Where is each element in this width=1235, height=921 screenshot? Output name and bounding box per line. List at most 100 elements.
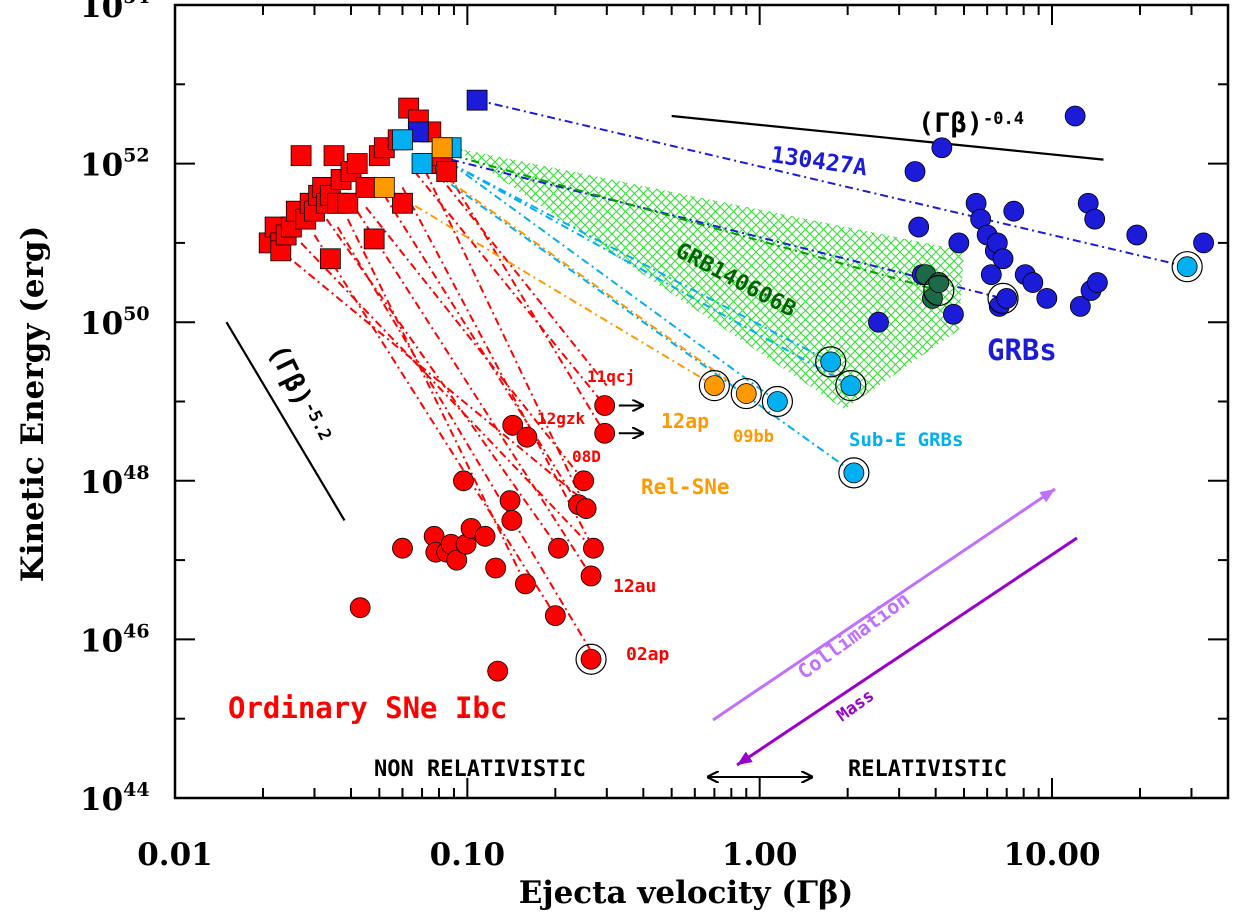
label-02ap: 02ap xyxy=(626,644,670,665)
sn-square-point xyxy=(355,176,377,198)
slope-steep-exp: -5.2 xyxy=(299,398,335,444)
sn-circle-point xyxy=(573,470,595,492)
sn-circle-point xyxy=(575,498,597,519)
sn-square-point xyxy=(346,153,368,175)
sn-circle-point xyxy=(594,422,616,444)
track-line xyxy=(356,210,592,577)
collimation-arrow xyxy=(712,487,1056,722)
sn-square-point xyxy=(392,192,413,214)
label-12gzk: 12gzk xyxy=(537,409,586,428)
slope-lines xyxy=(225,114,1104,522)
x-tick-label: 10.00 xyxy=(1003,837,1100,873)
slope-shallow-exp: -0.4 xyxy=(983,109,1024,129)
y-tick-base: 10 xyxy=(80,465,123,501)
label-mass: Mass xyxy=(833,686,878,726)
grb-circle-point xyxy=(1064,105,1086,127)
y-tick-label: 1046 xyxy=(80,620,150,659)
track-line xyxy=(424,171,588,509)
track-line xyxy=(421,162,855,474)
grb-circle-point xyxy=(931,137,953,159)
rel-sn-square-point xyxy=(431,137,453,159)
sub-e-grb-circle-point xyxy=(840,375,862,397)
data-points xyxy=(258,89,1214,682)
sn-square-point xyxy=(290,145,312,167)
rel-sn-circle-point xyxy=(735,383,757,404)
y-tick-exponent: 48 xyxy=(123,462,149,484)
y-tick-base: 10 xyxy=(80,623,123,659)
grb-circle-point xyxy=(1036,288,1058,309)
label-collimation: Collimation xyxy=(793,587,914,684)
label-slope-shallow: (Γβ)-0.4 xyxy=(918,108,1024,139)
label-130427a: 130427A xyxy=(769,142,869,181)
track-line xyxy=(450,158,1004,300)
mass-arrow-head xyxy=(737,751,753,765)
axes: 0.010.101.0010.0010441046104810501052105… xyxy=(80,0,1230,873)
encircled-marker xyxy=(815,346,847,378)
track-line xyxy=(450,162,852,387)
y-tick-label: 1052 xyxy=(80,145,150,184)
sub-e-grb-square-point xyxy=(392,129,413,151)
y-tick-base: 10 xyxy=(80,782,123,818)
mass-arrow xyxy=(736,536,1078,767)
track-line xyxy=(313,234,557,617)
sub-e-grb-circle-point xyxy=(843,462,865,484)
y-tick-exponent: 52 xyxy=(123,145,149,167)
sn-circle-point xyxy=(446,549,468,571)
track-line xyxy=(336,226,595,656)
y-tick-label: 1048 xyxy=(80,462,150,501)
label-ordinary-sne: Ordinary SNe Ibc xyxy=(228,691,507,725)
rel-sn-circle-point xyxy=(703,375,725,397)
grb-circle-point xyxy=(948,232,970,254)
label-relativistic: RELATIVISTIC xyxy=(848,757,1007,782)
grb-circle-point xyxy=(992,248,1014,270)
evolution-tracks xyxy=(280,99,1188,656)
sub-e-grb-circle-point xyxy=(820,351,842,373)
grb-circle-point xyxy=(908,216,930,238)
grb-circle-point xyxy=(996,288,1018,309)
sn-circle-point xyxy=(583,537,604,559)
encircled-marker xyxy=(987,282,1019,315)
y-axis-title: Kinetic Energy (erg) xyxy=(15,226,51,583)
grb140606b-region xyxy=(453,147,964,410)
grb-circle-point xyxy=(1069,295,1091,317)
label-rel-sne: Rel-SNe xyxy=(641,475,730,499)
sub-e-grb-circle-point xyxy=(767,391,788,412)
sn-square-point xyxy=(319,248,341,270)
slope-shallow-base: (Γβ) xyxy=(918,108,983,139)
encircled-marker xyxy=(761,385,794,418)
grb-circle-point xyxy=(1087,272,1108,293)
track-line xyxy=(346,218,527,585)
collimation-arrow-head xyxy=(1039,489,1055,503)
sn-square-point xyxy=(436,161,458,182)
sn-circle-point xyxy=(501,510,523,531)
encircled-marker xyxy=(1171,251,1203,283)
track-line xyxy=(450,162,778,403)
grb-circle-point xyxy=(980,264,1002,286)
y-tick-base: 10 xyxy=(80,0,123,25)
encircled-marker xyxy=(835,370,867,402)
track-line xyxy=(453,154,940,292)
y-tick-exponent: 44 xyxy=(123,779,149,801)
encircled-marker xyxy=(730,377,762,410)
y-tick-exponent: 54 xyxy=(123,0,149,8)
x-axis-title: Ejecta velocity (Γβ) xyxy=(519,875,854,911)
track-line xyxy=(365,206,585,482)
track-line xyxy=(300,242,590,545)
annotation-arrows xyxy=(618,405,1078,777)
y-tick-exponent: 50 xyxy=(123,303,149,325)
sn-circle-point xyxy=(485,557,507,579)
track-line xyxy=(280,250,590,506)
sn-circle-point xyxy=(580,648,602,670)
x-tick-label: 0.10 xyxy=(430,837,506,873)
sn-circle-point xyxy=(502,414,524,436)
label-slope-steep: (Γβ)-5.2 xyxy=(262,339,336,448)
sn-circle-point xyxy=(548,537,569,559)
encircled-marker xyxy=(923,274,955,307)
grb-circle-point xyxy=(943,303,964,325)
rel-sn-square-point xyxy=(373,176,395,198)
slope-steep-base: (Γβ) xyxy=(262,339,318,411)
sn-circle-point xyxy=(515,573,536,595)
label-non-relativistic: NON RELATIVISTIC xyxy=(374,757,586,782)
sub-e-grb-square-point xyxy=(411,153,433,175)
